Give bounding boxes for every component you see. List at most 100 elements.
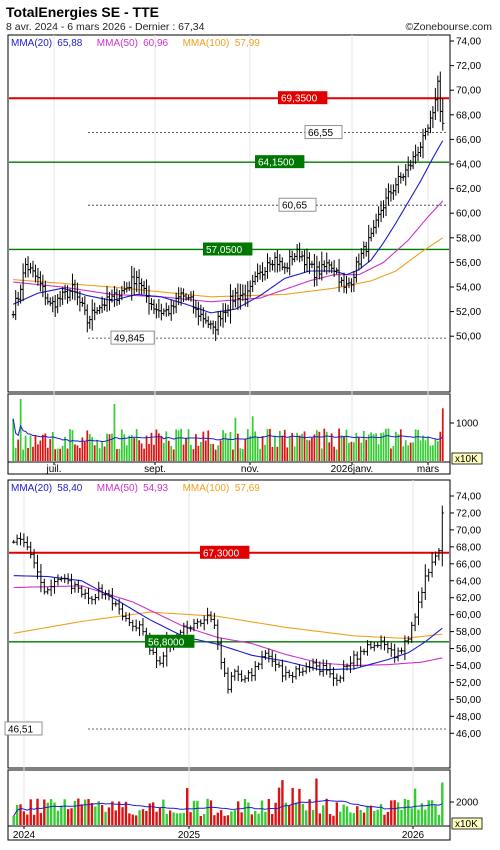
weekly-price-bar [202,615,206,631]
daily-volume-bar [365,439,368,461]
daily-volume-bar [335,449,338,461]
weekly-x-tick-label: 2024 [13,830,36,841]
daily-volume-bar [288,436,291,461]
weekly-volume-bar [437,814,441,825]
weekly-price-bar [274,653,278,672]
daily-volume-bar [350,441,353,461]
daily-volume-bar [116,449,118,461]
daily-volume-bar [71,430,74,461]
weekly-volume-bar [189,812,192,825]
daily-volume-bar [49,439,52,461]
weekly-volume-bar [131,814,134,825]
daily-volume-bar [325,431,328,461]
weekly-price-bar [280,659,285,683]
weekly-level-badge [4,721,43,736]
weekly-volume-bar [315,778,318,825]
weekly-volume-bar [369,805,373,825]
weekly-volume-bar [134,815,138,825]
weekly-volume-bar [121,807,124,825]
weekly-price-bar [39,564,43,593]
weekly-mma20-line [13,575,443,671]
weekly-price-bar [69,573,74,594]
weekly-y-tick-label: 50,00 [456,695,481,706]
daily-volume-bar [123,434,126,461]
weekly-volume-bar [36,798,39,825]
daily-volume-bar [244,438,247,461]
daily-volume-bar [372,434,375,461]
weekly-volume-bar [155,811,158,825]
weekly-y-tick-label: 74,00 [456,492,481,503]
weekly-volume-bar [117,801,121,825]
weekly-volume-bar [332,815,335,825]
weekly-price-bar [352,650,356,670]
daily-volume-bar [246,429,249,461]
weekly-price-bar [365,640,370,656]
weekly-price-bar [229,671,234,693]
weekly-volume-bar [70,808,73,825]
weekly-volume-bar [301,803,305,825]
daily-volume-bar [239,448,242,461]
daily-volume-bar [306,439,308,461]
daily-volume-bar [298,435,301,461]
weekly-price-bar [103,590,108,600]
weekly-x-tick-label: 2025 [178,830,201,841]
weekly-legend-value: 58,40 [57,483,82,494]
weekly-price-bar [403,635,407,661]
daily-volume-bar [128,435,131,461]
daily-volume-bar [392,445,395,461]
weekly-price-bar [90,595,94,605]
daily-volume-bar [390,448,392,461]
daily-volume-bar [19,399,22,461]
weekly-level-badge [145,634,195,648]
weekly-volume-bar [277,787,281,825]
weekly-volume-bar [83,799,87,825]
weekly-y-tick-label: 72,00 [456,508,481,519]
daily-volume-bar [345,429,348,461]
weekly-price-bar [372,641,376,652]
daily-volume-bar [367,434,370,461]
weekly-y-tick-label: 62,00 [456,593,481,604]
weekly-volume-bar [362,812,366,825]
weekly-volume-bar [220,810,223,825]
weekly-price-bar [154,644,159,668]
daily-y-tick-label: 60,00 [456,209,481,220]
weekly-volume-unit-badge [451,817,483,830]
weekly-volume-bar [124,801,128,825]
source-credit: ©Zonebourse.com [405,21,492,33]
weekly-y-tick-label: 58,00 [456,627,481,638]
weekly-price-bar [73,581,77,593]
weekly-volume-bar [396,802,400,825]
daily-volume-bar [340,435,343,461]
daily-volume-bar [120,429,123,461]
weekly-volume-bar [87,799,90,825]
weekly-volume-bar [97,801,100,825]
weekly-price-bar [338,675,342,684]
weekly-volume-bar [60,805,63,825]
weekly-volume-bar [19,804,22,825]
daily-y-tick-label: 68,00 [456,110,481,121]
daily-volume-bar [195,434,197,461]
daily-volume-bar [66,448,69,461]
daily-level-badge [110,330,155,345]
weekly-price-bar [185,620,189,635]
daily-legend-value: 57,99 [235,38,260,49]
weekly-x-axis-band [7,825,451,841]
daily-volume-bar [266,428,269,461]
weekly-mma100-line [13,611,443,639]
weekly-y-tick-label: 48,00 [456,712,481,723]
weekly-volume-bar [32,814,36,825]
weekly-price-bar [124,612,128,622]
weekly-price-bar [342,660,346,682]
weekly-price-bar [362,648,366,656]
weekly-volume-bar [434,805,437,825]
weekly-volume-bar [284,802,288,825]
daily-volume-bar [291,433,294,461]
daily-volume-bar [14,447,17,461]
daily-volume-bar [414,429,417,461]
daily-x-axis-band [7,461,451,475]
weekly-price-bar [328,663,332,678]
weekly-price-bar [141,618,145,636]
weekly-volume-bar [407,799,410,825]
daily-volume-bar [328,442,331,461]
weekly-price-bar [416,591,421,626]
